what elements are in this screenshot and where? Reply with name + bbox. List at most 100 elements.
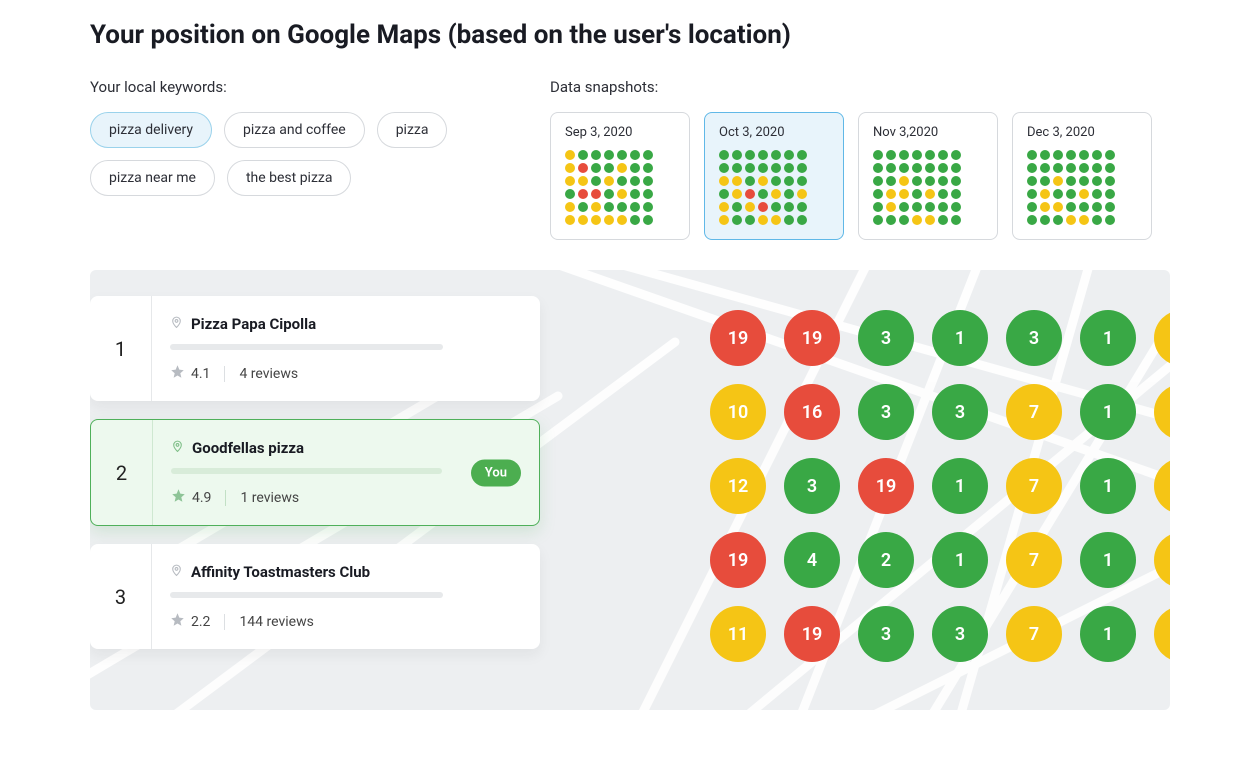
mini-grid-dot xyxy=(643,202,653,212)
mini-grid-dot xyxy=(899,202,909,212)
mini-grid-dot xyxy=(797,215,807,225)
listing-name: Goodfellas pizza xyxy=(192,439,304,457)
snapshot-mini-grid xyxy=(719,150,829,225)
position-dot[interactable]: 6 xyxy=(1154,310,1170,366)
snapshot-card[interactable]: Oct 3, 2020 xyxy=(704,112,844,240)
mini-grid-dot xyxy=(1027,176,1037,186)
position-dot[interactable]: 3 xyxy=(858,384,914,440)
position-dot[interactable]: 1 xyxy=(932,532,988,588)
position-dot[interactable]: 3 xyxy=(932,384,988,440)
position-dot[interactable]: 4 xyxy=(784,532,840,588)
mini-grid-dot xyxy=(925,215,935,225)
position-dot[interactable]: 19 xyxy=(710,532,766,588)
ranking-item[interactable]: 3Affinity Toastmasters Club2.2144 review… xyxy=(90,544,540,649)
mini-grid-dot xyxy=(1079,202,1089,212)
mini-grid-dot xyxy=(643,150,653,160)
mini-grid-dot xyxy=(925,163,935,173)
mini-grid-dot xyxy=(1079,150,1089,160)
ranking-item[interactable]: 1Pizza Papa Cipolla4.14 reviews xyxy=(90,296,540,401)
snapshot-mini-grid xyxy=(1027,150,1137,225)
listing-name: Pizza Papa Cipolla xyxy=(191,315,316,333)
snapshot-card[interactable]: Sep 3, 2020 xyxy=(550,112,690,240)
snapshot-date: Sep 3, 2020 xyxy=(565,125,675,140)
position-dot[interactable]: 7 xyxy=(1006,458,1062,514)
position-dot[interactable]: 5 xyxy=(1154,384,1170,440)
mini-grid-dot xyxy=(1092,202,1102,212)
mini-grid-dot xyxy=(1040,202,1050,212)
position-dot[interactable]: 1 xyxy=(932,310,988,366)
mini-grid-dot xyxy=(719,215,729,225)
mini-grid-dot xyxy=(899,189,909,199)
mini-grid-dot xyxy=(1105,150,1115,160)
rating-chunk: 2.2 xyxy=(170,612,210,631)
position-dot[interactable]: 3 xyxy=(784,458,840,514)
meta-divider xyxy=(224,366,225,382)
mini-grid-dot xyxy=(578,215,588,225)
position-dot[interactable]: 7 xyxy=(1006,532,1062,588)
position-dot[interactable]: 5 xyxy=(1154,606,1170,662)
mini-grid-dot xyxy=(912,202,922,212)
mini-grid-dot xyxy=(591,176,601,186)
mini-grid-dot xyxy=(1079,176,1089,186)
position-dot[interactable]: 1 xyxy=(1080,384,1136,440)
mini-grid-dot xyxy=(886,176,896,186)
position-dot[interactable]: 10 xyxy=(710,384,766,440)
mini-grid-dot xyxy=(643,176,653,186)
keyword-chip[interactable]: pizza and coffee xyxy=(224,112,365,148)
position-dot[interactable]: 5 xyxy=(1154,458,1170,514)
position-dot[interactable]: 1 xyxy=(1080,606,1136,662)
rating-bar-placeholder xyxy=(170,592,443,598)
listing-body: Goodfellas pizza4.91 reviewsYou xyxy=(153,420,539,525)
position-dot[interactable]: 3 xyxy=(932,606,988,662)
keyword-chip[interactable]: pizza near me xyxy=(90,160,215,196)
position-dot[interactable]: 1 xyxy=(1080,532,1136,588)
position-dot[interactable]: 2 xyxy=(858,532,914,588)
position-dot[interactable]: 3 xyxy=(1006,310,1062,366)
listing-title-row: Affinity Toastmasters Club xyxy=(170,562,520,582)
keyword-chip[interactable]: pizza delivery xyxy=(90,112,212,148)
mini-grid-dot xyxy=(643,215,653,225)
mini-grid-dot xyxy=(886,163,896,173)
mini-grid-dot xyxy=(784,150,794,160)
position-dot[interactable]: 3 xyxy=(858,310,914,366)
position-dot[interactable]: 11 xyxy=(710,606,766,662)
mini-grid-dot xyxy=(886,202,896,212)
pin-icon xyxy=(170,314,183,334)
position-dot[interactable]: 1 xyxy=(1080,458,1136,514)
mini-grid-dot xyxy=(886,150,896,160)
position-dot[interactable]: 5 xyxy=(1154,532,1170,588)
snapshot-date: Nov 3,2020 xyxy=(873,125,983,140)
mini-grid-dot xyxy=(1092,163,1102,173)
position-dot[interactable]: 3 xyxy=(858,606,914,662)
mini-grid-dot xyxy=(604,176,614,186)
ranking-item[interactable]: 2Goodfellas pizza4.91 reviewsYou xyxy=(90,419,540,526)
mini-grid-dot xyxy=(1040,150,1050,160)
position-dot[interactable]: 19 xyxy=(858,458,914,514)
mini-grid-dot xyxy=(745,215,755,225)
page-title: Your position on Google Maps (based on t… xyxy=(90,20,1170,50)
snapshot-card[interactable]: Nov 3,2020 xyxy=(858,112,998,240)
position-dot[interactable]: 7 xyxy=(1006,384,1062,440)
position-dot[interactable]: 19 xyxy=(784,606,840,662)
mini-grid-dot xyxy=(1053,176,1063,186)
keyword-chip[interactable]: pizza xyxy=(377,112,448,148)
mini-grid-dot xyxy=(565,189,575,199)
mini-grid-dot xyxy=(745,176,755,186)
position-dot[interactable]: 1 xyxy=(932,458,988,514)
snapshot-cards: Sep 3, 2020 Oct 3, 2020 Nov 3,2020 Dec 3, 2… xyxy=(550,112,1170,240)
position-dot[interactable]: 16 xyxy=(784,384,840,440)
mini-grid-dot xyxy=(1092,215,1102,225)
mini-grid-dot xyxy=(771,176,781,186)
mini-grid-dot xyxy=(643,189,653,199)
mini-grid-dot xyxy=(732,189,742,199)
position-dot[interactable]: 1 xyxy=(1080,310,1136,366)
position-dot[interactable]: 12 xyxy=(710,458,766,514)
mini-grid-dot xyxy=(1092,150,1102,160)
position-dot[interactable]: 7 xyxy=(1006,606,1062,662)
position-dot[interactable]: 19 xyxy=(710,310,766,366)
mini-grid-dot xyxy=(758,189,768,199)
keyword-chip[interactable]: the best pizza xyxy=(227,160,352,196)
position-dot[interactable]: 19 xyxy=(784,310,840,366)
snapshot-card[interactable]: Dec 3, 2020 xyxy=(1012,112,1152,240)
listing-meta: 2.2144 reviews xyxy=(170,612,520,631)
